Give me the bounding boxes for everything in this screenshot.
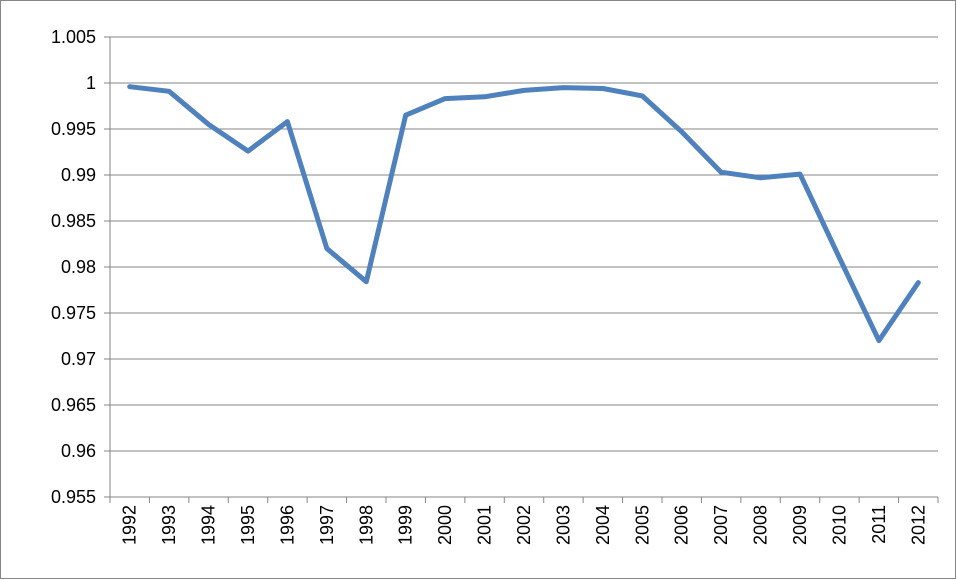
y-tick-label: 0.98 bbox=[61, 257, 96, 277]
x-tick-label: 2007 bbox=[711, 505, 731, 545]
y-tick-label: 0.97 bbox=[61, 349, 96, 369]
y-tick-label: 0.995 bbox=[51, 119, 96, 139]
x-tick-label: 2005 bbox=[632, 505, 652, 545]
x-tick-label: 2009 bbox=[790, 505, 810, 545]
x-tick-label: 1997 bbox=[317, 505, 337, 545]
y-tick-label: 0.96 bbox=[61, 441, 96, 461]
x-tick-label: 2011 bbox=[869, 505, 889, 544]
y-tick-label: 0.955 bbox=[51, 487, 96, 507]
y-tick-label: 1.005 bbox=[51, 27, 96, 47]
x-tick-label: 2002 bbox=[514, 505, 534, 545]
x-tick-label: 1996 bbox=[277, 505, 297, 545]
x-tick-label: 2006 bbox=[672, 505, 692, 545]
x-tick-label: 2004 bbox=[593, 505, 613, 545]
x-tick-label: 1992 bbox=[120, 505, 140, 545]
x-tick-label: 2001 bbox=[475, 505, 495, 545]
y-tick-label: 0.975 bbox=[51, 303, 96, 323]
x-tick-label: 1995 bbox=[238, 505, 258, 545]
x-tick-label: 2000 bbox=[435, 505, 455, 545]
x-tick-label: 2003 bbox=[553, 505, 573, 545]
x-tick-label: 2010 bbox=[829, 505, 849, 545]
y-tick-label: 0.985 bbox=[51, 211, 96, 231]
x-tick-label: 2008 bbox=[751, 505, 771, 545]
y-tick-label: 1 bbox=[86, 73, 96, 93]
y-tick-label: 0.99 bbox=[61, 165, 96, 185]
line-series bbox=[127, 84, 921, 344]
x-tick-label: 1999 bbox=[396, 505, 416, 545]
x-tick-label: 1994 bbox=[199, 505, 219, 545]
y-tick-label: 0.965 bbox=[51, 395, 96, 415]
x-tick-label: 2012 bbox=[908, 505, 928, 545]
x-tick-label: 1993 bbox=[159, 505, 179, 545]
x-tick-label: 1998 bbox=[356, 505, 376, 545]
